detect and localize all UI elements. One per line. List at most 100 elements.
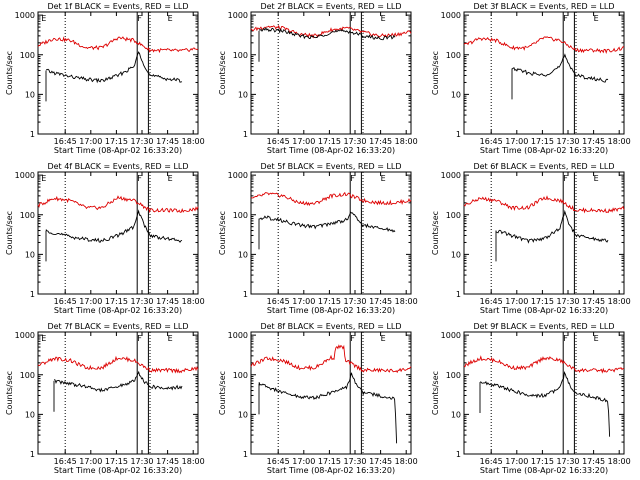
- x-tick-label: 17:00: [292, 457, 315, 466]
- y-axis-label: Counts/sec: [218, 211, 227, 255]
- x-tick-label: 17:00: [505, 137, 528, 146]
- x-tick-label: 17:30: [130, 297, 153, 306]
- chart-title: Det 6f BLACK = Events, RED = LLD: [473, 162, 614, 171]
- series-line-events: [495, 209, 609, 244]
- y-axis-label: Counts/sec: [431, 371, 440, 415]
- x-tick-label: 17:30: [343, 297, 366, 306]
- x-tick-label: 18:00: [182, 457, 205, 466]
- plot-frame: [37, 11, 199, 135]
- flag-mark: F: [563, 334, 568, 343]
- x-tick-label: 16:45: [480, 297, 503, 306]
- y-tick-label: 1000: [15, 11, 35, 20]
- series-line-events: [45, 51, 183, 84]
- y-tick-label: 100: [233, 371, 248, 380]
- x-tick-label: 16:45: [480, 457, 503, 466]
- flag-mark: F: [137, 14, 142, 23]
- chart-panel-9: Det 9f BLACK = Events, RED = LLD 1 10 100 10…: [431, 322, 631, 475]
- y-tick-label: 10: [238, 90, 248, 99]
- x-tick-label: 18:00: [608, 137, 631, 146]
- series-line-events: [258, 211, 396, 233]
- series-line-lld: [37, 195, 199, 214]
- y-tick-label: 1000: [441, 171, 461, 180]
- flag-mark: E: [381, 14, 386, 23]
- series-line-lld: [250, 191, 412, 207]
- y-axis-label: Counts/sec: [5, 371, 14, 415]
- y-tick-label: 1000: [441, 331, 461, 340]
- x-axis-label: Start Time (08-Apr-02 16:33:20): [54, 306, 182, 315]
- flag-mark: F: [137, 334, 142, 343]
- y-tick-label: 100: [20, 51, 35, 60]
- x-tick-label: 16:45: [480, 137, 503, 146]
- y-tick-label: 1: [30, 450, 35, 459]
- flag-mark: E: [594, 174, 599, 183]
- flag-mark: E: [381, 174, 386, 183]
- y-tick-label: 10: [238, 410, 248, 419]
- y-axis-label: Counts/sec: [5, 51, 14, 95]
- y-tick-label: 1: [456, 290, 461, 299]
- x-tick-label: 17:15: [105, 457, 128, 466]
- series-line-events: [45, 209, 183, 243]
- chart-panel-1: Det 1f BLACK = Events, RED = LLD 1 10 100 10…: [5, 2, 205, 155]
- series-line-lld: [463, 36, 625, 55]
- y-tick-label: 1: [243, 450, 248, 459]
- series-line-events: [53, 370, 183, 393]
- x-tick-label: 17:00: [79, 457, 102, 466]
- x-tick-label: 18:00: [608, 457, 631, 466]
- series-line-events: [479, 371, 611, 437]
- series-line-lld: [463, 355, 625, 374]
- x-tick-label: 17:30: [556, 457, 579, 466]
- x-tick-label: 18:00: [182, 297, 205, 306]
- y-tick-label: 10: [25, 90, 35, 99]
- flag-mark: E: [41, 334, 46, 343]
- x-tick-label: 17:45: [369, 457, 392, 466]
- series-line-lld: [463, 195, 625, 214]
- chart-title: Det 2f BLACK = Events, RED = LLD: [260, 2, 401, 11]
- chart-panel-8: Det 8f BLACK = Events, RED = LLD 1 10 100 10…: [218, 322, 418, 475]
- flag-mark: E: [168, 174, 173, 183]
- x-tick-label: 18:00: [182, 137, 205, 146]
- y-tick-label: 100: [446, 51, 461, 60]
- x-tick-label: 17:00: [292, 137, 315, 146]
- series-line-lld: [250, 344, 412, 374]
- x-tick-label: 17:45: [369, 137, 392, 146]
- y-tick-label: 10: [25, 250, 35, 259]
- y-tick-label: 1000: [441, 11, 461, 20]
- plot-frame: [463, 11, 625, 135]
- flag-mark: F: [350, 334, 355, 343]
- y-tick-label: 100: [446, 211, 461, 220]
- y-axis-label: Counts/sec: [218, 371, 227, 415]
- flag-mark: F: [563, 14, 568, 23]
- x-tick-label: 17:30: [130, 457, 153, 466]
- x-axis-label: Start Time (08-Apr-02 16:33:20): [54, 466, 182, 475]
- y-tick-label: 1000: [15, 331, 35, 340]
- chart-title: Det 4f BLACK = Events, RED = LLD: [47, 162, 188, 171]
- chart-panel-4: Det 4f BLACK = Events, RED = LLD 1 10 100 10…: [5, 162, 205, 315]
- flag-mark: E: [168, 14, 173, 23]
- series-line-lld: [250, 24, 412, 39]
- x-tick-label: 17:15: [105, 297, 128, 306]
- y-axis-label: Counts/sec: [5, 211, 14, 255]
- x-tick-label: 16:45: [267, 297, 290, 306]
- flag-mark: E: [41, 14, 46, 23]
- series-line-lld: [37, 36, 199, 54]
- flag-mark: F: [350, 174, 355, 183]
- plot-frame: [250, 171, 412, 295]
- flag-mark: E: [594, 334, 599, 343]
- x-tick-label: 17:45: [582, 137, 605, 146]
- flag-mark: E: [381, 334, 386, 343]
- series-line-events: [511, 53, 609, 83]
- y-tick-label: 100: [20, 371, 35, 380]
- x-axis-label: Start Time (08-Apr-02 16:33:20): [54, 146, 182, 155]
- x-tick-label: 16:45: [54, 457, 77, 466]
- x-tick-label: 17:45: [369, 297, 392, 306]
- y-axis-label: Counts/sec: [431, 211, 440, 255]
- chart-title: Det 7f BLACK = Events, RED = LLD: [47, 322, 188, 331]
- x-tick-label: 17:15: [318, 297, 341, 306]
- y-axis-label: Counts/sec: [431, 51, 440, 95]
- x-tick-label: 17:45: [156, 137, 179, 146]
- series-line-lld: [37, 355, 199, 374]
- x-tick-label: 17:15: [318, 457, 341, 466]
- chart-title: Det 8f BLACK = Events, RED = LLD: [260, 322, 401, 331]
- plot-frame: [250, 11, 412, 135]
- flag-mark: F: [350, 14, 355, 23]
